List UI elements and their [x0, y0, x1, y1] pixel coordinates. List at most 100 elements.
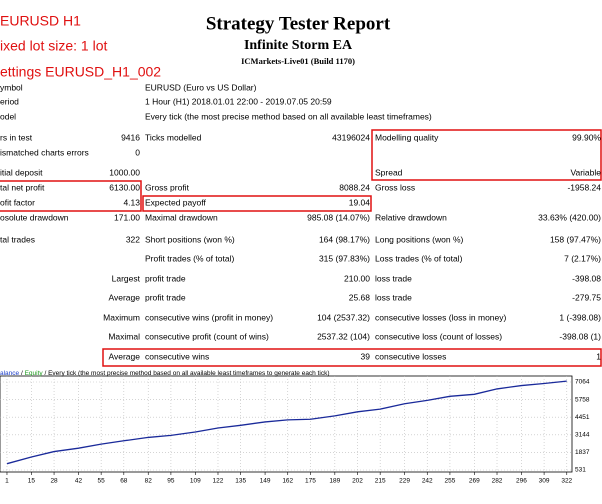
- field-value: 6130.00: [109, 182, 140, 192]
- x-tick-label: 42: [75, 478, 83, 485]
- field-value: 43196024: [332, 132, 370, 142]
- field-label: consecutive wins (profit in money): [145, 312, 273, 322]
- field-label: consecutive profit (count of wins): [145, 331, 269, 341]
- legend-entry: alance: [0, 370, 20, 377]
- x-tick-label: 15: [28, 478, 36, 485]
- x-tick-label: 135: [235, 478, 246, 485]
- field-label: Profit trades (% of total): [145, 253, 234, 263]
- x-tick-label: 55: [98, 478, 106, 485]
- field-label: Largest: [112, 273, 141, 283]
- field-value: 171.00: [114, 212, 140, 222]
- field-value: 1 Hour (H1) 2018.01.01 22:00 - 2019.07.0…: [145, 96, 332, 106]
- field-value: 39: [361, 351, 371, 361]
- x-tick-label: 322: [561, 478, 572, 485]
- field-value: 7 (2.17%): [564, 253, 601, 263]
- field-value: -398.08 (1): [559, 331, 601, 341]
- field-label: Gross profit: [145, 182, 190, 192]
- highlight-box: [142, 195, 372, 212]
- field-label: Modelling quality: [375, 132, 439, 142]
- field-label: Spread: [375, 167, 403, 177]
- field-label: ymbol: [0, 82, 23, 92]
- x-tick-label: 68: [120, 478, 128, 485]
- field-value: 0: [135, 147, 140, 157]
- plot-frame: [0, 375, 573, 473]
- x-tick-label: 296: [516, 478, 527, 485]
- field-label: loss trade: [375, 292, 412, 302]
- x-tick-label: 109: [190, 478, 201, 485]
- field-label: consecutive loss (count of losses): [375, 331, 502, 341]
- field-label: Maximal drawdown: [145, 212, 218, 222]
- field-value: Variable: [570, 167, 601, 177]
- field-value: 1: [596, 351, 601, 361]
- field-label: consecutive wins: [145, 351, 209, 361]
- field-value: 1 (-398.08): [559, 312, 601, 322]
- x-tick-label: 1: [5, 478, 9, 485]
- field-label: Long positions (won %): [375, 234, 464, 244]
- field-label: ofit factor: [0, 197, 35, 207]
- field-label: ismatched charts errors: [0, 147, 89, 157]
- field-value: 19.04: [349, 197, 371, 207]
- field-label: Loss trades (% of total): [375, 253, 463, 263]
- x-tick-label: 242: [422, 478, 433, 485]
- field-value: 104 (2537.32): [317, 312, 370, 322]
- field-label: Short positions (won %): [145, 234, 235, 244]
- field-value: 2537.32 (104): [317, 331, 370, 341]
- note: ixed lot size: 1 lot: [0, 38, 107, 54]
- field-value: 33.63% (420.00): [538, 212, 601, 222]
- field-label: consecutive losses: [375, 351, 446, 361]
- field-value: 8088.24: [339, 182, 370, 192]
- title: Strategy Tester Report: [206, 13, 391, 34]
- legend-entry: / Every tick (the most precise method ba…: [43, 370, 330, 377]
- field-value: 164 (98.17%): [319, 234, 370, 244]
- x-tick-label: 202: [352, 478, 363, 485]
- field-value: 985.08 (14.07%): [307, 212, 370, 222]
- highlight-box: [102, 348, 602, 367]
- field-label: profit trade: [145, 292, 186, 302]
- field-label: eriod: [0, 96, 19, 106]
- x-tick-label: 82: [145, 478, 153, 485]
- note: ettings EURUSD_H1_002: [0, 64, 161, 80]
- field-label: itial deposit: [0, 167, 43, 177]
- field-value: 322: [126, 234, 140, 244]
- field-value: 1000.00: [109, 167, 140, 177]
- field-value: -398.08: [572, 273, 601, 283]
- field-label: tal net profit: [0, 182, 45, 192]
- x-tick-label: 175: [305, 478, 316, 485]
- x-tick-label: 162: [282, 478, 293, 485]
- field-label: consecutive losses (loss in money): [375, 312, 507, 322]
- x-tick-label: 149: [260, 478, 271, 485]
- highlight-box: [371, 129, 602, 181]
- field-value: -279.75: [572, 292, 601, 302]
- field-value: 315 (97.83%): [319, 253, 370, 263]
- x-tick-label: 282: [492, 478, 503, 485]
- field-value: 99.90%: [572, 132, 601, 142]
- x-tick-label: 229: [399, 478, 410, 485]
- field-label: Relative drawdown: [375, 212, 447, 222]
- field-label: Average: [108, 351, 140, 361]
- y-tick-label: 5758: [575, 396, 590, 403]
- balance-line: [6, 380, 567, 465]
- subtitle: Infinite Storm EA: [244, 38, 353, 53]
- field-label: Average: [108, 292, 140, 302]
- legend-entry: /: [19, 370, 24, 377]
- field-label: profit trade: [145, 273, 186, 283]
- x-tick-label: 189: [329, 478, 340, 485]
- field-label: Gross loss: [375, 182, 415, 192]
- field-value: 158 (97.47%): [550, 234, 601, 244]
- field-value: EURUSD (Euro vs US Dollar): [145, 82, 257, 92]
- y-tick-label: 3144: [575, 432, 590, 439]
- field-label: odel: [0, 111, 16, 121]
- legend-entry: Equity: [25, 370, 44, 377]
- note: EURUSD H1: [0, 13, 81, 29]
- field-label: Ticks modelled: [145, 132, 202, 142]
- field-label: tal trades: [0, 234, 35, 244]
- field-value: 9416: [121, 132, 140, 142]
- x-tick-label: 309: [539, 478, 550, 485]
- field-value: Every tick (the most precise method base…: [145, 111, 432, 121]
- field-value: 210.00: [344, 273, 370, 283]
- y-tick-label: 7064: [575, 379, 590, 386]
- field-label: Maximum: [103, 312, 140, 322]
- field-value: -1958.24: [567, 182, 601, 192]
